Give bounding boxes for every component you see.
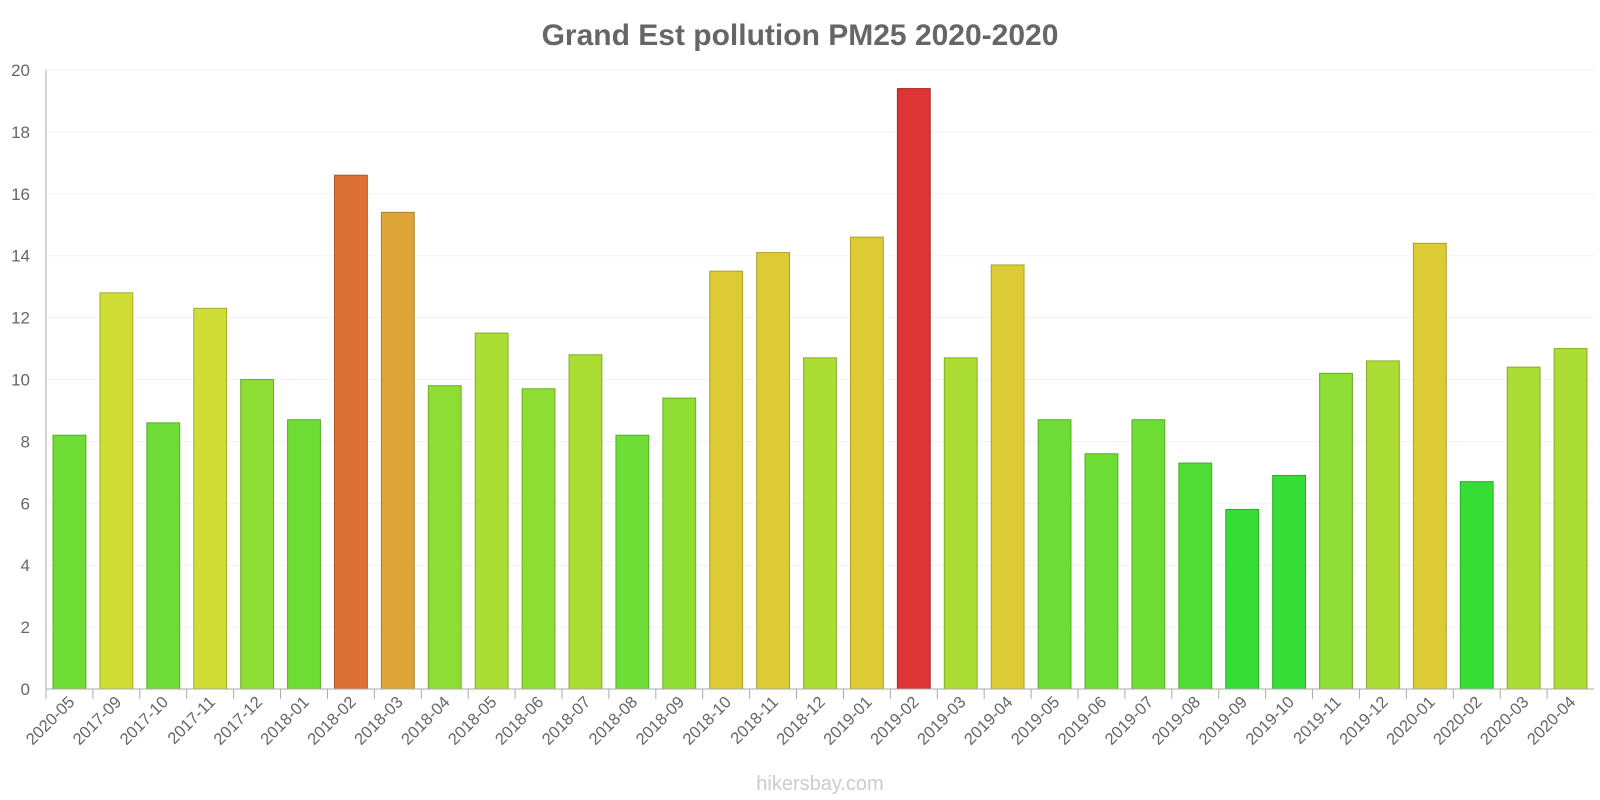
x-tick-label: 2020-02: [1430, 693, 1486, 749]
y-tick-label: 12: [11, 309, 30, 328]
x-tick-label: 2020-01: [1383, 693, 1439, 749]
bar-2019-06[interactable]: [1084, 453, 1119, 690]
bar-2019-05[interactable]: [1037, 419, 1072, 690]
x-tick-label: 2018-05: [445, 693, 501, 749]
x-tick-label: 2018-04: [398, 693, 454, 749]
x-tick-label: 2019-12: [1336, 693, 1392, 749]
bar-2019-07[interactable]: [1131, 419, 1166, 690]
x-tick-label: 2018-09: [633, 693, 689, 749]
x-tick-label: 2017-11: [164, 693, 219, 748]
bar-2018-02[interactable]: [333, 174, 368, 690]
x-tick-label: 2018-08: [586, 693, 642, 749]
x-tick-label: 2019-08: [1149, 693, 1205, 749]
y-tick-label: 16: [11, 185, 30, 204]
x-tick-label: 2019-01: [820, 693, 876, 749]
bar-2017-09[interactable]: [99, 292, 134, 690]
bar-2019-03[interactable]: [943, 357, 978, 690]
x-tick-label: 2019-05: [1008, 693, 1064, 749]
x-tick-label: 2019-02: [867, 693, 923, 749]
bar-2018-12[interactable]: [803, 357, 837, 690]
x-tick-label: 2019-09: [1195, 693, 1251, 749]
bar-2018-07[interactable]: [568, 354, 603, 690]
x-tick-label: 2018-07: [539, 693, 595, 749]
bar-2018-06[interactable]: [521, 388, 556, 690]
x-tick-label: 2019-10: [1242, 693, 1298, 749]
bar-2019-09[interactable]: [1225, 508, 1260, 690]
x-tick-label: 2018-10: [679, 693, 735, 749]
y-tick-label: 4: [21, 556, 30, 575]
x-tick-label: 2018-01: [257, 693, 313, 749]
bar-2018-08[interactable]: [615, 434, 650, 690]
y-tick-label: 20: [11, 61, 30, 80]
y-tick-label: 14: [11, 247, 30, 266]
x-tick-label: 2020-04: [1524, 693, 1580, 749]
x-tick-label: 2018-06: [492, 693, 548, 749]
x-tick-label: 2018-03: [351, 693, 407, 749]
y-axis-ticks: 0 2 4 6 8 10 12 14 16 18 20: [11, 61, 30, 699]
bar-2018-11[interactable]: [756, 252, 791, 690]
bar-2019-02[interactable]: [896, 88, 931, 690]
x-tick-label: 2018-02: [304, 693, 360, 749]
x-tick-label: 2020-05: [23, 693, 79, 749]
bar-2019-12[interactable]: [1365, 360, 1400, 690]
chart-title: Grand Est pollution PM25 2020-2020: [542, 19, 1059, 52]
bar-2019-11[interactable]: [1319, 372, 1353, 690]
bar-2017-12[interactable]: [240, 379, 275, 690]
bar-2020-02[interactable]: [1459, 481, 1494, 690]
x-tick-label: 2017-09: [70, 693, 126, 749]
y-tick-label: 8: [21, 432, 30, 451]
watermark: hikersbay.com: [756, 773, 883, 795]
bar-2020-04[interactable]: [1553, 348, 1588, 690]
bar-2018-04[interactable]: [427, 385, 462, 690]
bar-2017-10[interactable]: [146, 422, 181, 690]
bars: [52, 88, 1588, 690]
x-tick-label: 2019-06: [1055, 693, 1111, 749]
x-tick-label: 2018-12: [773, 693, 829, 749]
bar-2018-01[interactable]: [287, 419, 321, 690]
y-tick-label: 18: [11, 123, 30, 142]
bar-2018-10[interactable]: [709, 270, 744, 690]
x-tick-label: 2019-04: [961, 693, 1017, 749]
x-axis-ticks: 2020-052017-092017-102017-112017-122018-…: [23, 689, 1580, 749]
y-tick-label: 10: [11, 371, 30, 390]
bar-2020-01[interactable]: [1412, 242, 1447, 690]
y-tick-label: 0: [21, 680, 30, 699]
bar-2019-10[interactable]: [1272, 474, 1307, 690]
bar-2018-09[interactable]: [662, 397, 697, 690]
x-tick-label: 2020-03: [1477, 693, 1533, 749]
x-tick-label: 2019-03: [914, 693, 970, 749]
x-tick-label: 2018-11: [727, 693, 782, 748]
bar-2020-05[interactable]: [52, 434, 87, 690]
x-tick-label: 2017-12: [210, 693, 266, 749]
bar-2018-05[interactable]: [474, 332, 509, 690]
bar-2019-08[interactable]: [1178, 462, 1213, 690]
bar-2019-04[interactable]: [990, 264, 1025, 690]
y-tick-label: 2: [21, 618, 30, 637]
x-tick-label: 2019-11: [1290, 693, 1345, 748]
bar-2018-03[interactable]: [380, 211, 415, 690]
x-tick-label: 2017-10: [117, 693, 173, 749]
x-tick-label: 2019-07: [1102, 693, 1158, 749]
bar-2019-01[interactable]: [849, 236, 884, 690]
y-tick-label: 6: [21, 494, 30, 513]
bar-2017-11[interactable]: [193, 307, 228, 690]
bar-2020-03[interactable]: [1506, 366, 1541, 690]
